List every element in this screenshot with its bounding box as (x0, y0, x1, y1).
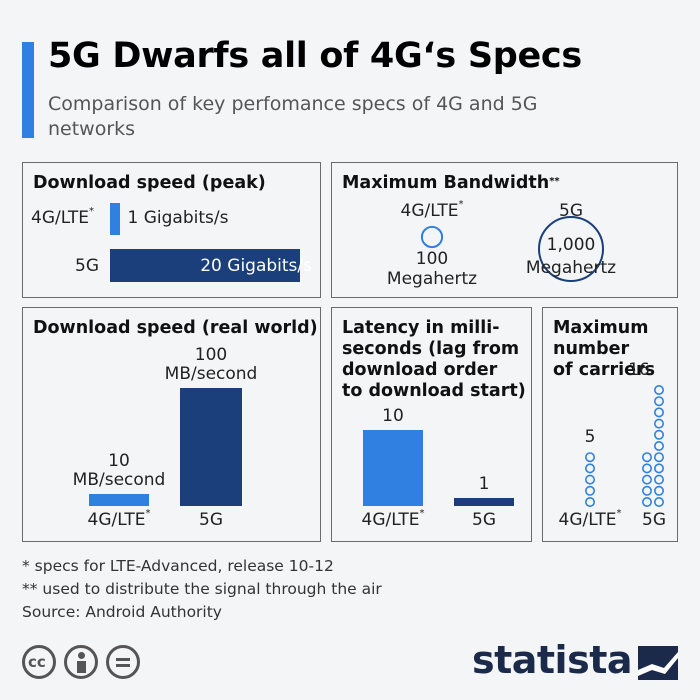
carrier-dot (654, 485, 665, 496)
carrier-dot (654, 396, 665, 407)
footnote: ** used to distribute the signal through… (22, 580, 382, 598)
bar-4g (110, 203, 120, 235)
value-label: 1 Gigabits/s (127, 208, 229, 228)
panel-title: Download speed (peak) (33, 173, 266, 193)
panel-title: Maximum Bandwidth** (342, 173, 560, 193)
category-label: 5G (642, 510, 666, 530)
footnote: * specs for LTE-Advanced, release 10-12 (22, 557, 334, 575)
category-label: 5G (199, 510, 223, 530)
carrier-dot (654, 407, 665, 418)
carrier-dot (642, 463, 653, 474)
category-label: 5G (559, 201, 583, 221)
carrier-dot (654, 497, 665, 508)
bar-4g (363, 430, 423, 506)
value-label: 1,000 (546, 235, 596, 255)
bar-5g (110, 249, 300, 282)
value-label: 1 (478, 474, 490, 494)
panel-max-bandwidth: Maximum Bandwidth** 4G/LTE* 5G 100 Megah… (331, 162, 678, 298)
brand-logo[interactable]: statista (471, 638, 633, 682)
attribution-icon[interactable] (64, 645, 98, 679)
carrier-dot (584, 474, 595, 485)
value-label: 5 (584, 427, 596, 448)
no-derivatives-icon[interactable] (106, 645, 140, 679)
creative-commons-icon[interactable]: cc (22, 645, 56, 679)
panel-title: Latency in milli- seconds (lag from down… (342, 318, 526, 401)
bar-5g (180, 388, 242, 506)
carrier-dot (642, 452, 653, 463)
bandwidth-bubbles (420, 216, 604, 282)
statista-logo-icon (638, 646, 678, 680)
carrier-dot (654, 429, 665, 440)
unit-label: Megahertz (525, 258, 617, 278)
category-label: 4G/LTE* (361, 508, 425, 530)
value-label: 100 MB/second (164, 345, 258, 384)
page-subtitle: Comparison of key perfomance specs of 4G… (48, 93, 538, 140)
category-label: 4G/LTE* (87, 508, 151, 530)
carrier-dot (654, 474, 665, 485)
bar-4g (89, 494, 149, 506)
carrier-dot (584, 463, 595, 474)
value-label: 100 (415, 249, 449, 269)
bar-5g (454, 498, 514, 506)
category-label: 5G (75, 256, 99, 276)
source-note: Source: Android Authority (22, 603, 222, 621)
unit-label: Megahertz (386, 269, 478, 289)
carrier-dot (654, 441, 665, 452)
value-label: 20 Gigabits/s (200, 256, 312, 276)
carrier-dot (642, 474, 653, 485)
category-label: 4G/LTE* (400, 199, 464, 221)
value-label: 10 MB/second (72, 451, 166, 491)
carrier-dot (584, 485, 595, 496)
carrier-dot (654, 452, 665, 463)
title-accent-bar (22, 42, 34, 138)
value-label: 10 (382, 406, 404, 426)
carrier-dot (654, 418, 665, 429)
panel-title: Download speed (real world) (33, 318, 318, 338)
carrier-dot (642, 497, 653, 508)
carrier-dot (654, 385, 665, 396)
carrier-dot (654, 463, 665, 474)
bubble-5g (538, 216, 604, 282)
value-label: 16 (628, 360, 650, 380)
category-label: 4G/LTE* (558, 508, 622, 530)
carrier-dot (584, 497, 595, 508)
category-label: 4G/LTE* (31, 206, 94, 228)
panel-title: Maximum number of carriers (553, 318, 656, 380)
carrier-dot (642, 485, 653, 496)
carrier-pictogram (584, 385, 665, 508)
carrier-dot (584, 452, 595, 463)
panel-max-carriers: Maximum number of carriers 5 16 4G/LTE* … (542, 307, 678, 542)
panel-download-real: Download speed (real world) 10 MB/second … (22, 307, 321, 542)
panel-download-peak: Download speed (peak) 4G/LTE* 1 Gigabits… (22, 162, 321, 298)
category-label: 5G (472, 510, 496, 530)
page-title: 5G Dwarfs all of 4G‘s Specs (48, 36, 582, 76)
panel-latency: Latency in milli- seconds (lag from down… (331, 307, 532, 542)
bubble-4g (420, 225, 444, 249)
